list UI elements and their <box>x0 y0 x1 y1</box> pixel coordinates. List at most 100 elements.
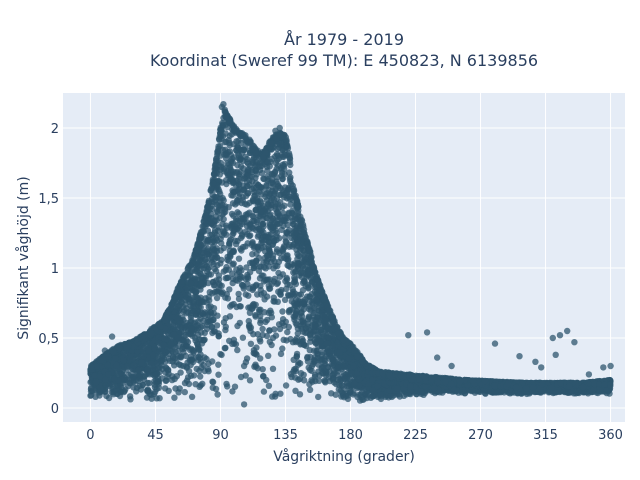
data-point <box>182 352 189 360</box>
data-point <box>171 394 178 401</box>
data-point <box>209 358 216 365</box>
data-point <box>311 327 319 335</box>
data-point <box>190 372 198 379</box>
data-point <box>241 175 248 182</box>
data-point <box>264 167 271 174</box>
data-point <box>197 373 204 380</box>
data-point <box>215 371 222 378</box>
data-point <box>285 323 292 331</box>
data-point <box>88 384 95 391</box>
data-point <box>290 356 297 363</box>
data-point <box>244 280 251 288</box>
data-point <box>181 388 188 396</box>
data-point <box>199 380 206 387</box>
data-point <box>280 189 287 196</box>
data-point <box>209 290 216 297</box>
data-point <box>250 264 258 272</box>
data-point <box>240 362 248 370</box>
data-point <box>263 376 270 384</box>
data-point <box>269 215 277 223</box>
data-point <box>294 330 301 337</box>
data-point <box>236 319 243 327</box>
data-point <box>265 382 273 389</box>
data-point <box>213 322 221 329</box>
data-point <box>235 290 242 298</box>
data-point <box>271 298 278 305</box>
data-point <box>247 340 255 347</box>
data-point <box>249 156 256 164</box>
data-point <box>276 235 283 242</box>
data-point <box>257 355 264 362</box>
data-point <box>271 326 278 333</box>
data-point <box>306 331 314 338</box>
data-point <box>307 338 314 345</box>
data-point <box>274 152 281 159</box>
data-point <box>127 376 134 384</box>
data-point <box>260 272 267 279</box>
data-point <box>306 381 313 388</box>
data-point <box>240 165 247 172</box>
data-point <box>235 210 243 217</box>
data-point <box>230 248 237 255</box>
data-point <box>245 166 252 173</box>
data-point <box>245 292 252 299</box>
data-point <box>204 311 212 319</box>
data-point <box>254 365 261 372</box>
data-point <box>279 308 286 315</box>
data-point <box>188 393 196 400</box>
data-point <box>151 388 159 396</box>
data-point <box>235 188 242 195</box>
data-point <box>347 389 354 396</box>
data-point <box>279 271 287 278</box>
data-point <box>229 388 236 395</box>
data-point <box>235 255 243 262</box>
data-point <box>259 366 266 373</box>
data-point <box>200 317 207 325</box>
data-point <box>296 391 304 398</box>
data-point <box>229 340 236 348</box>
data-point <box>214 391 221 398</box>
data-point <box>205 303 212 311</box>
data-point <box>231 383 239 390</box>
data-point <box>211 246 218 254</box>
data-point <box>250 349 257 357</box>
data-point <box>209 384 216 391</box>
data-point <box>222 130 229 137</box>
data-point <box>210 282 218 289</box>
data-point <box>222 326 229 334</box>
data-point <box>186 330 193 338</box>
data-point <box>222 275 229 282</box>
data-point <box>281 296 289 304</box>
data-point <box>245 317 252 325</box>
data-point <box>239 233 246 240</box>
data-point <box>234 346 241 354</box>
data-point <box>210 260 217 268</box>
data-point <box>218 256 225 264</box>
data-point <box>262 318 269 326</box>
data-point <box>257 282 264 290</box>
data-point <box>232 237 239 244</box>
data-point <box>209 378 217 386</box>
data-point <box>228 210 236 218</box>
data-point <box>246 377 254 384</box>
data-point <box>290 241 297 248</box>
data-point <box>265 352 272 359</box>
data-point <box>226 286 233 293</box>
data-point <box>126 393 134 400</box>
data-point <box>304 354 311 362</box>
data-point <box>268 155 276 162</box>
data-point <box>271 169 279 176</box>
data-point <box>258 169 266 177</box>
data-point <box>281 160 288 168</box>
data-point <box>237 373 245 381</box>
data-point <box>271 275 278 282</box>
data-point <box>220 230 228 237</box>
data-point <box>275 321 283 328</box>
data-point <box>213 201 221 208</box>
data-point <box>254 331 261 338</box>
data-point <box>215 361 222 368</box>
data-point <box>156 395 163 402</box>
data-point <box>246 233 253 240</box>
